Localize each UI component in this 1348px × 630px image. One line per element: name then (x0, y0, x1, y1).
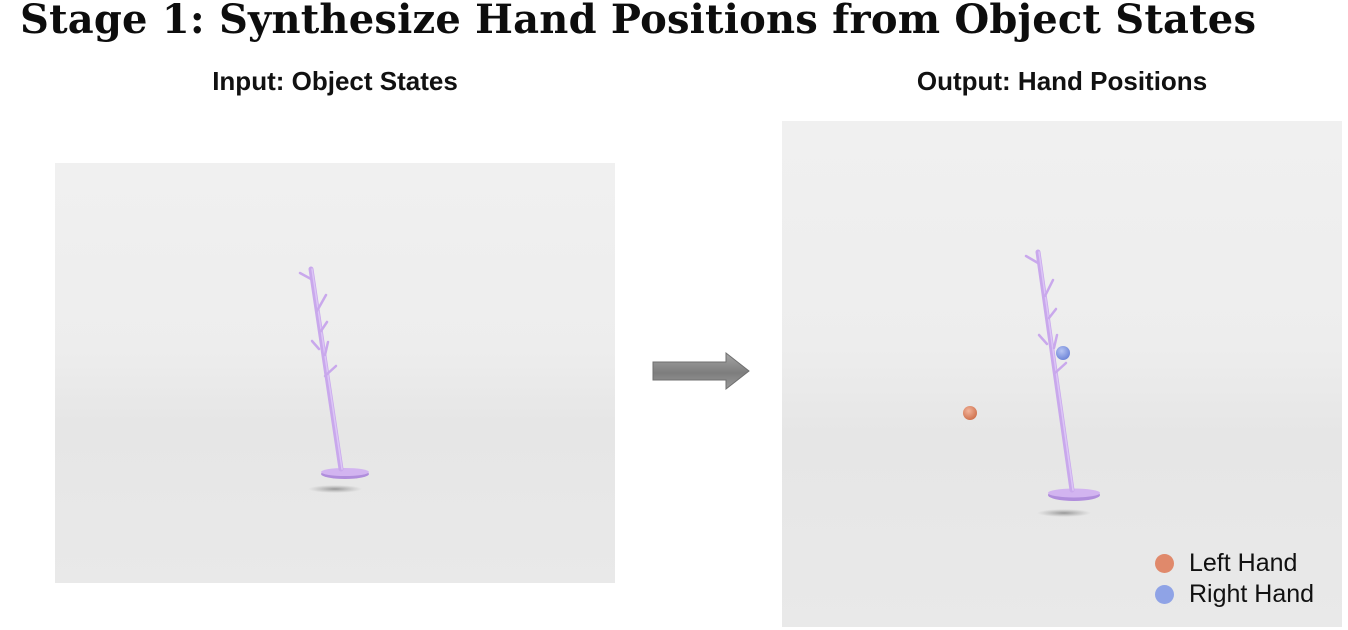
left-hand-dot-icon (1155, 554, 1174, 573)
output-panel-label: Output: Hand Positions (782, 66, 1342, 97)
left-hand-marker (963, 406, 977, 420)
legend: Left Hand Right Hand (1155, 548, 1340, 610)
input-panel-label: Input: Object States (55, 66, 615, 97)
legend-label: Right Hand (1189, 580, 1314, 609)
slide-title: Stage 1: Synthesize Hand Positions from … (20, 0, 1256, 43)
legend-label: Left Hand (1189, 549, 1297, 578)
input-render-panel (55, 163, 615, 583)
rack-pole (311, 269, 341, 469)
right-hand-dot-icon (1155, 585, 1174, 604)
legend-item-left-hand: Left Hand (1155, 548, 1340, 579)
coat-rack-icon (55, 163, 615, 583)
legend-item-right-hand: Right Hand (1155, 579, 1340, 610)
object-shadow (1037, 509, 1091, 517)
right-hand-marker (1056, 346, 1070, 360)
right-arrow-icon (650, 350, 754, 394)
rack-pole (1038, 252, 1072, 490)
object-shadow (308, 485, 362, 493)
